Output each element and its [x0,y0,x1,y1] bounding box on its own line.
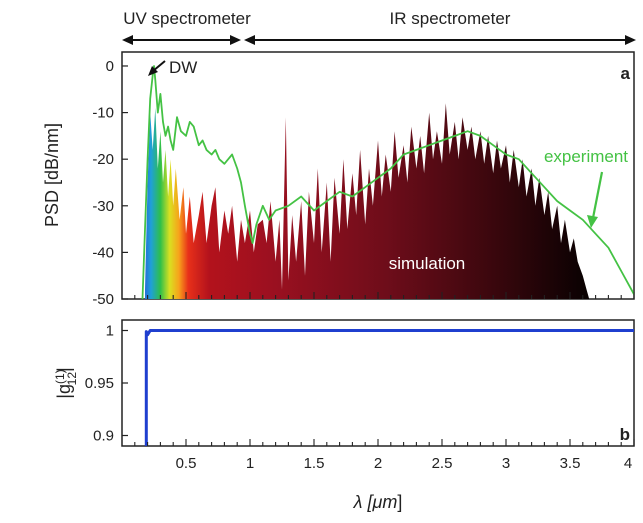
psd-panel: 0 -10 -20 -30 -40 -50 PSD [dB/nm] a simulatio… [42,51,635,308]
x-tick-label: 0.5 [176,455,197,472]
x-tick-label: 3.5 [560,455,581,472]
x-tick-label: 2.5 [432,455,453,472]
coherence-y-tick-label: 1 [106,323,114,340]
dw-label: DW [169,58,197,77]
x-tick-label: 2 [374,455,382,472]
psd-y-tick-label: -20 [92,151,114,168]
dw-arrow [148,60,166,76]
panel-label-a: a [621,64,631,83]
psd-y-tick-label: 0 [106,58,114,75]
psd-y-tick-label: -10 [92,105,114,122]
coherence-y-axis-label: |g(1)12| [53,367,79,398]
range-arrows [122,35,636,45]
psd-y-tick-label: -30 [92,198,114,215]
simulation-spectrum-area [145,103,590,299]
coherence-y-tick-label: 0.95 [85,375,114,392]
experiment-label: experiment [544,147,628,166]
psd-y-axis-label: PSD [dB/nm] [42,123,62,227]
x-tick-label: 3 [502,455,510,472]
coherence-plot-frame [121,319,635,447]
experiment-arrow [587,171,604,228]
x-tick-label: 1 [246,455,254,472]
simulation-label: simulation [389,254,466,273]
wavelength-x-axis-label: λ [μm] [353,492,403,512]
psd-y-tick-label: -50 [92,291,114,308]
coherence-panel: 1 0.95 0.9 0.5 1 1.5 2 2.5 3 3.5 4 |g(1)12| b λ [… [53,319,635,512]
x-tick-label: 1.5 [304,455,325,472]
uv-spectrometer-label: UV spectrometer [123,9,251,28]
experiment-spectrum-line [141,65,634,299]
coherence-y-tick-label: 0.9 [93,428,114,445]
psd-y-tick-label: -40 [92,244,114,261]
panel-label-b: b [620,425,630,444]
x-tick-label: 4 [624,455,632,472]
ir-spectrometer-label: IR spectrometer [390,9,511,28]
coherence-line [144,329,634,446]
